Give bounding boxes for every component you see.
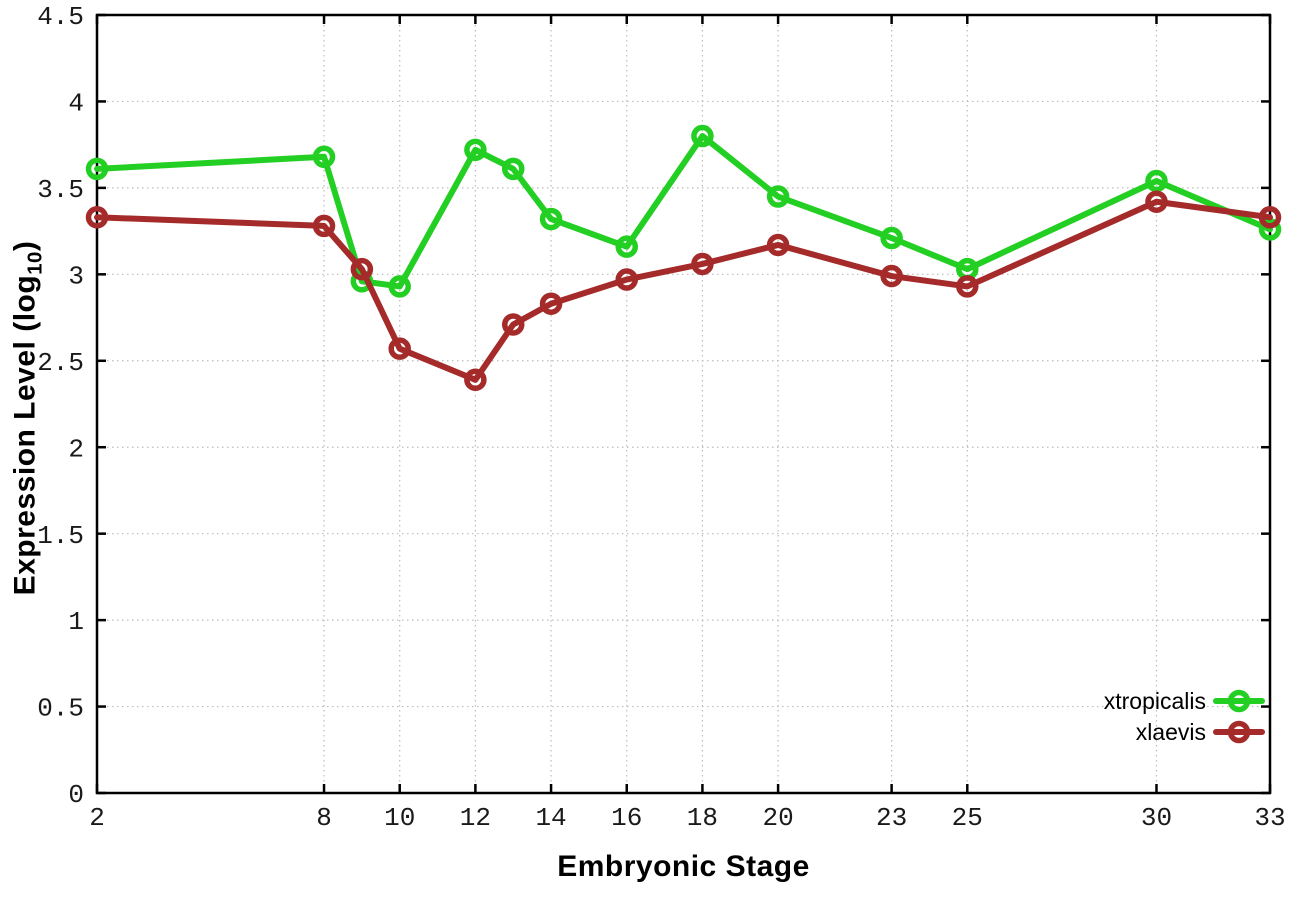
data-point-xlaevis xyxy=(880,264,903,288)
x-tick-label: 16 xyxy=(611,803,642,833)
data-point-xtropicalis xyxy=(766,185,790,208)
y-tick-label: 1 xyxy=(68,607,84,637)
data-point-xlaevis xyxy=(501,313,525,336)
y-tick-label: 3 xyxy=(68,261,84,291)
data-point-xtropicalis xyxy=(1145,169,1168,193)
x-tick-label: 20 xyxy=(762,803,793,833)
x-tick-label: 10 xyxy=(384,803,415,833)
data-point-xtropicalis xyxy=(691,124,714,148)
data-point-xlaevis xyxy=(691,252,714,276)
data-point-xlaevis xyxy=(615,268,638,291)
x-tick-label: 25 xyxy=(952,803,983,833)
legend-sample-marker-xtropicalis xyxy=(1227,689,1251,713)
x-tick-label: 23 xyxy=(876,803,907,833)
x-tick-label: 8 xyxy=(316,803,332,833)
data-point-xlaevis xyxy=(956,275,979,298)
y-tick-label: 2.5 xyxy=(37,348,84,378)
data-point-xlaevis xyxy=(312,214,336,238)
x-tick-label: 14 xyxy=(535,803,566,833)
plot-border xyxy=(95,13,1272,795)
y-tick-label: 1.5 xyxy=(37,521,84,551)
legend-label-xlaevis: xlaevis xyxy=(1136,719,1206,745)
data-point-xtropicalis xyxy=(880,226,903,250)
y-axis-title-text: Expression Level (log xyxy=(8,274,42,596)
y-axis-title-close: ) xyxy=(8,240,42,252)
data-point-xlaevis xyxy=(350,257,374,281)
y-tick-label: 3.5 xyxy=(37,175,84,205)
legend-label-xtropicalis: xtropicalis xyxy=(1104,688,1206,714)
data-point-xtropicalis xyxy=(464,138,487,162)
x-tick-label: 18 xyxy=(687,803,718,833)
y-axis-title: Expression Level (log10) xyxy=(9,241,48,596)
data-point-xtropicalis xyxy=(312,145,336,169)
x-tick-label: 2 xyxy=(89,803,105,833)
data-point-xtropicalis xyxy=(388,275,411,298)
data-point-xtropicalis xyxy=(501,157,525,181)
x-tick-label: 12 xyxy=(460,803,491,833)
data-point-xlaevis xyxy=(766,233,790,257)
data-point-xtropicalis xyxy=(1258,218,1282,241)
x-axis-title: Embryonic Stage xyxy=(557,850,810,883)
y-tick-label: 2 xyxy=(68,434,84,464)
data-point-xlaevis xyxy=(85,206,109,229)
series-line-xlaevis xyxy=(94,198,1273,383)
y-tick-label: 0.5 xyxy=(37,694,84,724)
y-tick-label: 0 xyxy=(68,780,84,810)
data-point-xlaevis xyxy=(539,292,563,315)
series-line-xtropicalis xyxy=(94,133,1273,290)
y-tick-label: 4 xyxy=(68,89,84,119)
x-tick-label: 30 xyxy=(1141,803,1172,833)
y-tick-label: 4.5 xyxy=(37,2,84,32)
x-tick-label: 33 xyxy=(1254,803,1285,833)
y-axis-title-subscript: 10 xyxy=(24,251,47,275)
data-point-xlaevis xyxy=(388,337,411,360)
data-point-xtropicalis xyxy=(615,235,638,258)
data-point-xlaevis xyxy=(464,368,487,392)
data-point-xtropicalis xyxy=(539,207,563,231)
data-point-xlaevis xyxy=(1258,206,1282,229)
data-point-xlaevis xyxy=(1145,190,1168,213)
legend-sample-marker-xlaevis xyxy=(1227,720,1251,744)
data-point-xtropicalis xyxy=(85,157,109,181)
